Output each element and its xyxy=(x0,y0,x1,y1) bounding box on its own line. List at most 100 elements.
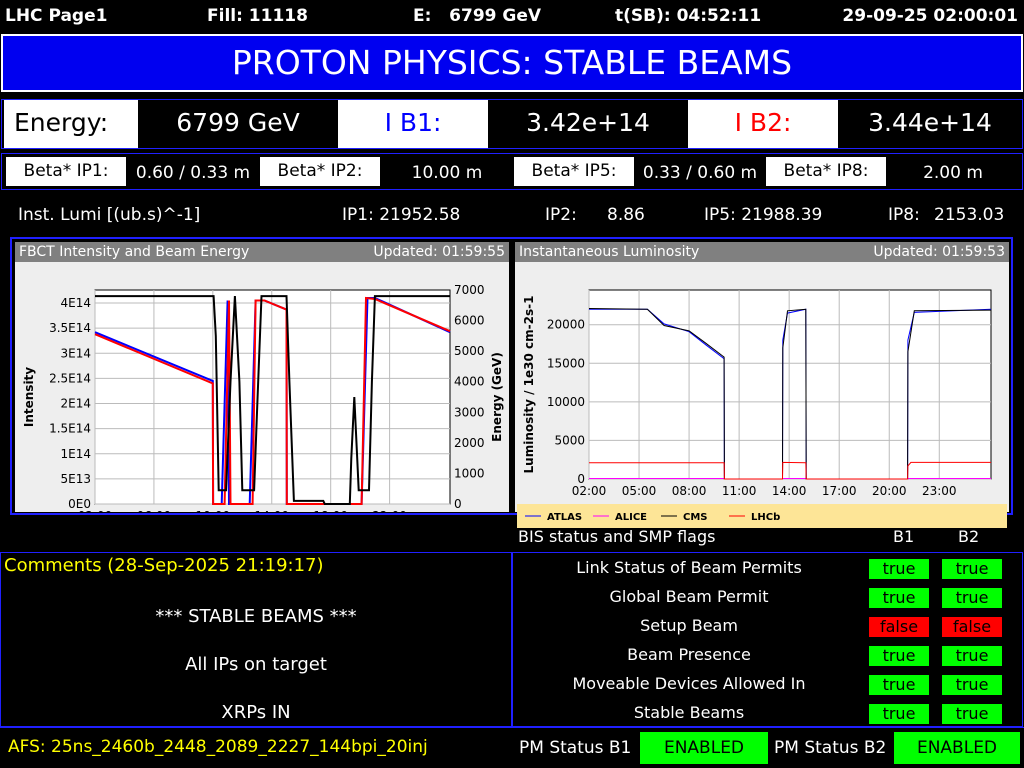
x-tick-label: 22:00 xyxy=(372,509,407,512)
pm-b1-status: ENABLED xyxy=(640,732,768,764)
lumi-updated: Updated: 01:59:53 xyxy=(873,244,1005,260)
ip2-lumi-label: IP2: xyxy=(545,205,577,225)
plot-area xyxy=(588,289,992,480)
ip5-lumi: IP5: 21988.39 xyxy=(704,205,823,225)
y-tick-label: 10000 xyxy=(547,395,585,409)
ip8-lumi: 2153.03 xyxy=(934,205,1005,225)
beta-ip5-label: Beta* IP5: xyxy=(514,157,634,186)
afs-filling-scheme: AFS: 25ns_2460b_2448_2089_2227_144bpi_20… xyxy=(8,737,428,757)
x-tick-label: 17:00 xyxy=(822,484,857,498)
beta-ip2-value: 10.00 m xyxy=(411,163,483,183)
pm-b2-label: PM Status B2 xyxy=(774,738,887,758)
series-line-1 xyxy=(94,296,451,505)
x-tick-label: 06:00 xyxy=(137,509,172,512)
comment-line: *** STABLE BEAMS *** xyxy=(155,606,357,627)
lumi-chart: Instantaneous Luminosity Updated: 01:59:5… xyxy=(515,242,1009,528)
y-tick-label: 5000 xyxy=(554,433,585,447)
ib2-value: 3.44e+14 xyxy=(868,108,992,137)
bis-b2-header: B2 xyxy=(958,527,980,546)
flag-b2-value: true xyxy=(942,675,1002,695)
x-tick-label: 05:00 xyxy=(622,484,657,498)
fbct-chart-title: FBCT Intensity and Beam Energy xyxy=(19,244,250,260)
y-axis-label: Intensity xyxy=(22,367,36,427)
ib1-label: I B1: xyxy=(338,100,488,148)
legend-label: ATLAS xyxy=(547,512,582,523)
fbct-plot: 02:0006:0010:0014:0018:0022:000E05E131E1… xyxy=(22,283,504,523)
header-energy: E: 6799 GeV xyxy=(413,6,542,26)
beta-ip1-label: Beta* IP1: xyxy=(6,157,126,186)
fbct-chart-header: FBCT Intensity and Beam Energy Updated: 0… xyxy=(15,242,509,262)
pm-b2-status: ENABLED xyxy=(894,732,1020,764)
y2-tick-label: 7000 xyxy=(454,283,485,297)
flag-label: Moveable Devices Allowed In xyxy=(572,674,806,693)
x-tick-label: 23:00 xyxy=(922,484,957,498)
lumi-chart-header: Instantaneous Luminosity Updated: 01:59:5… xyxy=(515,242,1009,262)
plot-area xyxy=(94,289,451,505)
y2-tick-label: 1000 xyxy=(454,466,485,480)
y2-tick-label: 6000 xyxy=(454,314,485,328)
x-tick-label: 14:00 xyxy=(772,484,807,498)
y2-tick-label: 2000 xyxy=(454,436,485,450)
flag-b2-value: true xyxy=(942,559,1002,579)
x-tick-label: 11:00 xyxy=(722,484,757,498)
y2-tick-label: 4000 xyxy=(454,375,485,389)
y-tick-label: 1E14 xyxy=(61,447,92,461)
lumi-chart-title: Instantaneous Luminosity xyxy=(519,244,700,260)
beta-star-row: Beta* IP1: 0.60 / 0.33 m Beta* IP2: 10.0… xyxy=(1,153,1023,190)
y-tick-label: 2.5E14 xyxy=(49,371,91,385)
y-tick-label: 3.5E14 xyxy=(49,321,91,335)
series-line-CMS xyxy=(588,308,992,480)
comment-line: All IPs on target xyxy=(185,654,327,675)
flag-b2-value: true xyxy=(942,704,1002,724)
ip2-lumi: 8.86 xyxy=(607,205,645,225)
beta-ip1-value: 0.60 / 0.33 m xyxy=(135,163,251,183)
series-line-ALICE xyxy=(589,478,991,480)
y2-tick-label: 0 xyxy=(454,497,462,511)
comments-panel: Comments (28-Sep-2025 21:19:17) *** STAB… xyxy=(0,552,512,727)
flag-label: Stable Beams xyxy=(633,703,745,722)
beam-row: Energy: 6799 GeV I B1: 3.42e+14 I B2: 3.… xyxy=(1,99,1023,149)
charts-panel: FBCT Intensity and Beam Energy Updated: 0… xyxy=(10,237,1013,528)
fill-number: Fill: 11118 xyxy=(207,6,308,26)
legend-label: ALICE xyxy=(615,512,647,523)
fbct-updated: Updated: 01:59:55 xyxy=(373,244,505,260)
bis-header: BIS status and SMP flags xyxy=(518,527,716,546)
beam-mode-title: PROTON PHYSICS: STABLE BEAMS xyxy=(1,34,1023,92)
x-tick-label: 10:00 xyxy=(196,509,231,512)
y-tick-label: 15000 xyxy=(547,356,585,370)
flag-label: Link Status of Beam Permits xyxy=(576,558,802,577)
beta-ip5-value: 0.33 / 0.60 m xyxy=(642,163,758,183)
y-tick-label: 2E14 xyxy=(61,397,92,411)
x-tick-label: 14:00 xyxy=(254,509,289,512)
series-line-LHCb xyxy=(589,461,991,480)
y-axis-label: Luminosity / 1e30 cm-2s-1 xyxy=(522,296,536,474)
flag-b2-value: true xyxy=(942,646,1002,666)
y-tick-label: 5E13 xyxy=(61,472,92,486)
y2-axis-label: Energy (GeV) xyxy=(490,352,504,442)
pm-b1-label: PM Status B1 xyxy=(519,738,632,758)
y-tick-label: 20000 xyxy=(547,318,585,332)
inst-lumi-label: Inst. Lumi [(ub.s)^-1] xyxy=(18,205,201,225)
x-tick-label: 02:00 xyxy=(572,484,607,498)
flag-b2-value: true xyxy=(942,588,1002,608)
flag-label: Beam Presence xyxy=(627,645,751,664)
datetime: 29-09-25 02:00:01 xyxy=(842,6,1018,26)
energy-label: Energy: xyxy=(4,100,138,148)
lumi-plot: 02:00 05:00 08:00 11:00 14:00 17:00 20:00 23:00… xyxy=(517,289,1007,528)
beta-ip8-label: Beta* IP8: xyxy=(766,157,886,186)
legend-label: LHCb xyxy=(751,512,780,523)
flag-label: Global Beam Permit xyxy=(609,587,769,606)
y2-tick-label: 3000 xyxy=(454,405,485,419)
fbct-chart: FBCT Intensity and Beam Energy Updated: 0… xyxy=(15,242,509,523)
flag-b1-value: true xyxy=(869,704,929,724)
footer: AFS: 25ns_2460b_2448_2089_2227_144bpi_20… xyxy=(0,727,1024,768)
y-tick-label: 3E14 xyxy=(61,346,92,360)
page-name: LHC Page1 xyxy=(5,6,108,26)
beta-ip8-value: 2.00 m xyxy=(923,163,983,183)
ip1-lumi: IP1: 21952.58 xyxy=(342,205,461,225)
flag-b1-value: true xyxy=(869,588,929,608)
energy-value: 6799 GeV xyxy=(176,108,300,137)
x-tick-label: 18:00 xyxy=(313,509,348,512)
flag-b1-value: true xyxy=(869,559,929,579)
comments-header: Comments (28-Sep-2025 21:19:17) xyxy=(4,555,324,576)
